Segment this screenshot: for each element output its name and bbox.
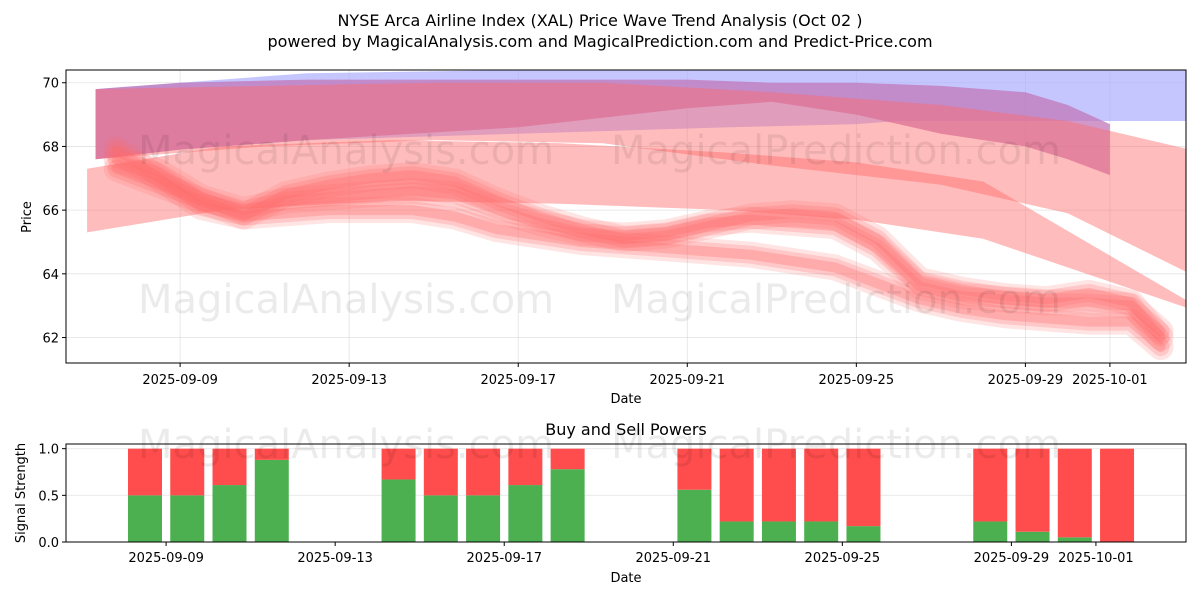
chart-subtitle: powered by MagicalAnalysis.com and Magic… [267, 32, 932, 51]
price-chart: MagicalAnalysis.com MagicalPrediction.co… [20, 69, 1187, 407]
price-y-tick-label: 64 [42, 268, 59, 283]
wave-line-0 [111, 154, 1166, 337]
signal-bars [127, 448, 1135, 542]
signal-y-tick-label: 0.0 [38, 536, 59, 551]
band-long-red-top [95, 82, 1186, 272]
price-y-tick-label: 68 [42, 140, 59, 155]
buy-bar [127, 495, 162, 542]
buy-bar [550, 469, 585, 542]
price-y-ticks: 62 64 66 68 70 [42, 77, 66, 347]
buy-bar [212, 485, 247, 542]
wave-line-2 [107, 159, 1170, 357]
sell-bar [846, 448, 881, 527]
band-upper-purple [95, 79, 1110, 176]
buy-bar [677, 489, 712, 542]
price-x-tick-label: 2025-09-09 [142, 373, 218, 388]
sell-bar [466, 448, 501, 496]
sell-bar [127, 448, 162, 496]
signal-x-tick-label: 2025-10-01 [1058, 551, 1134, 566]
watermark-analysis-mid: MagicalAnalysis.com [138, 277, 554, 323]
price-y-label: Price [20, 201, 35, 233]
price-y-tick-label: 70 [42, 77, 59, 92]
signal-x-label: Date [610, 571, 641, 586]
sell-bar [423, 448, 458, 496]
wave-line-1 [111, 144, 1166, 343]
wave-line-2 [111, 163, 1166, 353]
wave-line-1 [103, 136, 1174, 351]
price-x-tick-label: 2025-09-25 [819, 373, 895, 388]
sell-bar [381, 448, 416, 480]
price-x-ticks: 2025-09-09 2025-09-13 2025-09-17 2025-09-21… [142, 363, 1148, 388]
signal-y-tick-label: 0.5 [38, 489, 59, 504]
wave-line-2 [103, 155, 1174, 361]
buy-bar [1015, 531, 1050, 542]
price-x-tick-label: 2025-09-21 [650, 373, 726, 388]
buy-bar [1057, 537, 1092, 542]
watermark-prediction-bottom: MagicalPrediction.com [611, 422, 1061, 468]
signal-x-tick-label: 2025-09-13 [297, 551, 373, 566]
sell-bar [550, 448, 585, 470]
buy-bar [846, 526, 881, 542]
watermark-prediction-top: MagicalPrediction.com [611, 128, 1061, 174]
wave-line-1 [107, 140, 1170, 347]
sell-bar [804, 448, 839, 522]
buy-bar [254, 459, 289, 542]
chart-title: NYSE Arca Airline Index (XAL) Price Wave… [337, 11, 862, 30]
price-x-tick-label: 2025-09-13 [311, 373, 387, 388]
sell-bar [1100, 448, 1135, 542]
buy-bar [381, 479, 416, 542]
sell-bar [1057, 448, 1092, 538]
signal-x-tick-label: 2025-09-17 [466, 551, 542, 566]
price-x-tick-label: 2025-09-29 [988, 373, 1064, 388]
signal-y-tick-label: 1.0 [38, 443, 59, 458]
wave-line-0 [103, 146, 1174, 345]
signal-chart-title: Buy and Sell Powers [545, 420, 707, 439]
sell-bar [254, 448, 289, 460]
buy-bar [804, 521, 839, 542]
signal-chart: Buy and Sell Powers MagicalAnalysis.com … [14, 420, 1187, 586]
signal-x-tick-label: 2025-09-29 [974, 551, 1050, 566]
sell-bar [719, 448, 754, 522]
sell-bar [212, 448, 247, 486]
buy-bar [423, 495, 458, 542]
sell-bar [973, 448, 1008, 522]
signal-axes-frame [65, 443, 1187, 543]
watermark-analysis-top: MagicalAnalysis.com [138, 128, 554, 174]
price-x-label: Date [610, 392, 641, 407]
buy-bar [508, 485, 543, 542]
sell-bar [170, 448, 205, 496]
signal-x-ticks: 2025-09-09 2025-09-13 2025-09-17 2025-09-21… [128, 542, 1134, 566]
price-x-tick-label: 2025-10-01 [1072, 373, 1148, 388]
band-long-red-bottom [87, 140, 1186, 308]
sell-bar [761, 448, 796, 522]
sell-bar [508, 448, 543, 486]
price-axes-frame [65, 69, 1187, 364]
price-y-tick-label: 62 [42, 332, 59, 347]
price-waves [103, 136, 1174, 361]
sell-bar [677, 448, 712, 490]
price-x-tick-label: 2025-09-17 [480, 373, 556, 388]
signal-x-tick-label: 2025-09-09 [128, 551, 204, 566]
buy-bar [719, 521, 754, 542]
price-bands [87, 70, 1186, 308]
buy-bar [761, 521, 796, 542]
signal-y-ticks: 0.0 0.5 1.0 [38, 443, 66, 551]
buy-bar [170, 495, 205, 542]
buy-bar [466, 495, 501, 542]
watermark-prediction-mid: MagicalPrediction.com [611, 277, 1061, 323]
watermark-analysis-bottom: MagicalAnalysis.com [138, 422, 554, 468]
signal-x-tick-label: 2025-09-25 [805, 551, 881, 566]
buy-bar [973, 521, 1008, 542]
signal-y-label: Signal Strength [14, 443, 29, 543]
signal-x-tick-label: 2025-09-21 [636, 551, 712, 566]
price-y-tick-label: 66 [42, 204, 59, 219]
sell-bar [1015, 448, 1050, 532]
wave-line-0 [107, 150, 1170, 341]
